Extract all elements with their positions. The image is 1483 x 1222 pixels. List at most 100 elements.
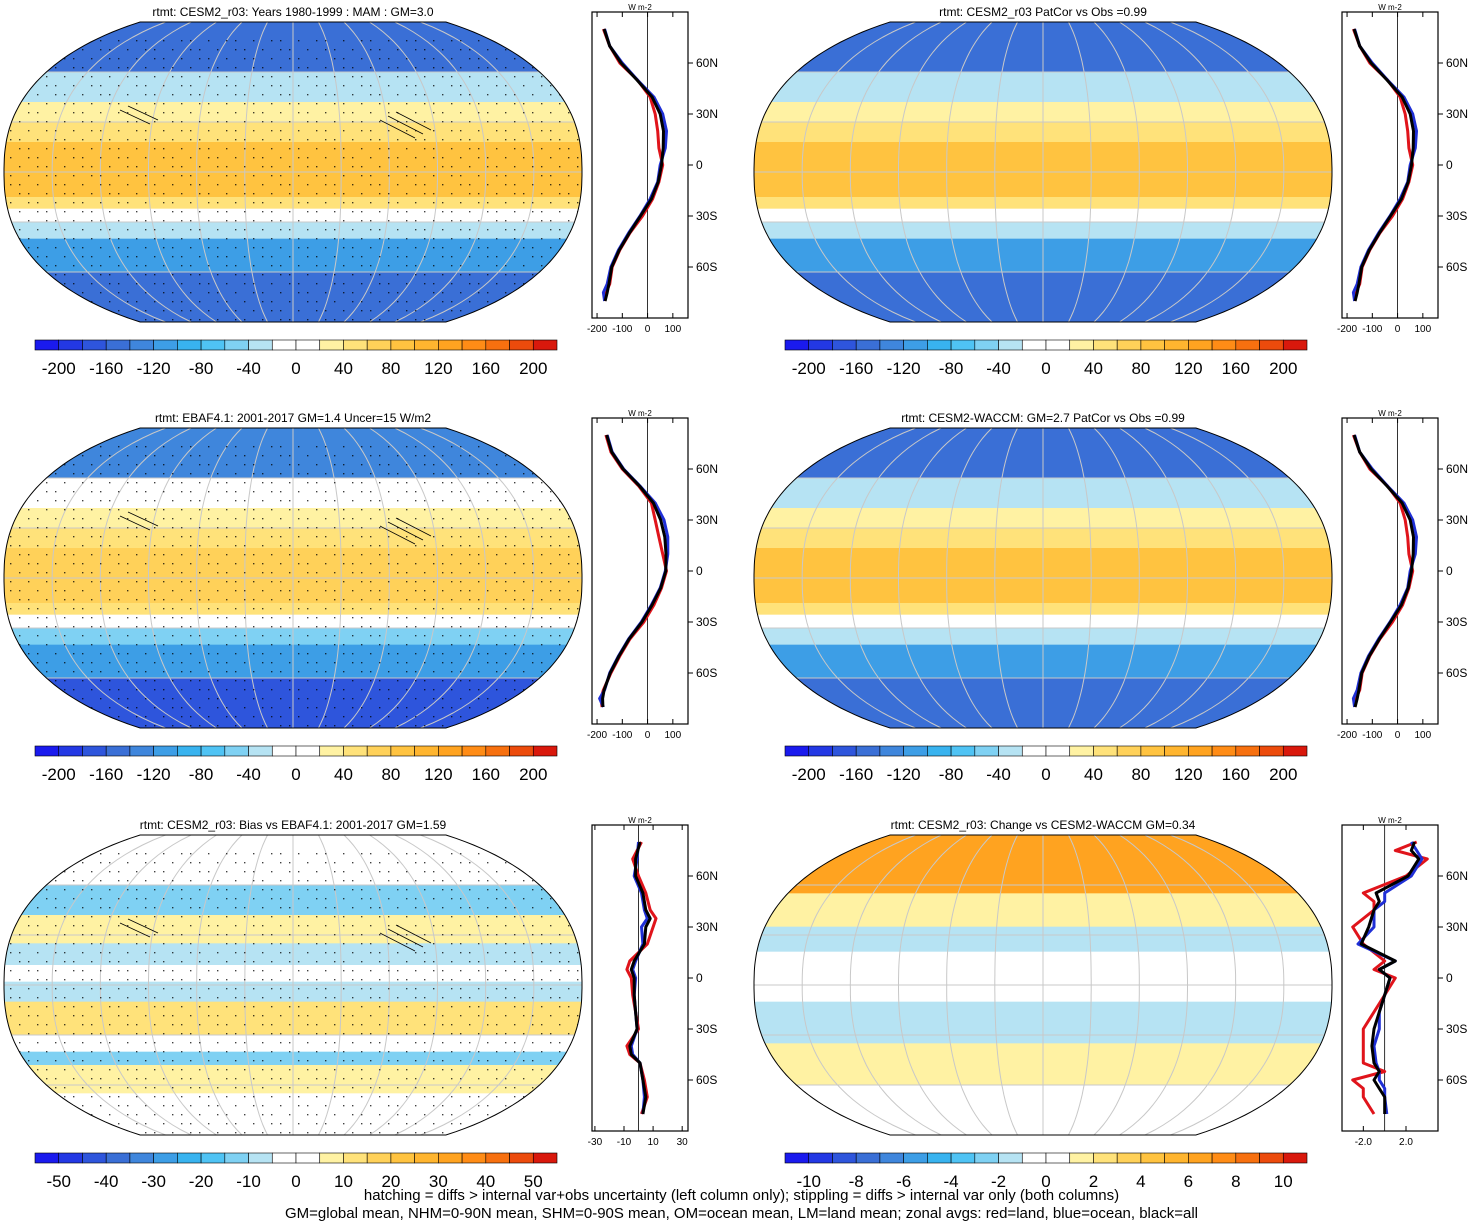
profile-ytick-label: 30N	[1446, 920, 1468, 934]
field-band	[4, 1065, 582, 1094]
field-band	[4, 548, 582, 604]
longitude-line	[196, 835, 243, 1135]
field-band	[754, 508, 1332, 529]
colorbar-swatch	[855, 339, 881, 351]
profile-ytick-label: 30N	[696, 920, 718, 934]
longitude-line	[420, 835, 535, 1135]
colorbar-tick-label: -40	[986, 765, 1011, 784]
longitude-line	[196, 428, 243, 728]
colorbar-swatch	[58, 745, 83, 757]
colorbar-swatch	[414, 1152, 439, 1164]
field-band	[754, 1043, 1332, 1086]
field-band	[754, 951, 1332, 978]
colorbar-swatch	[1140, 339, 1165, 351]
colorbar-tick-label: 120	[1174, 765, 1202, 784]
colorbar-swatch	[1259, 339, 1284, 351]
colorbar-swatch	[784, 1152, 810, 1164]
panel-2: rtmt: CESM2_r03 PatCor vs Obs =0.99-200-…	[753, 3, 1468, 378]
colorbar-swatch	[390, 745, 415, 757]
colorbar-tick-label: 40	[334, 359, 353, 378]
colorbar-tick-label: 120	[1174, 359, 1202, 378]
longitude-line	[318, 428, 342, 728]
profile-ytick-label: 30N	[1446, 107, 1468, 121]
panel-6: rtmt: CESM2_r03: Change vs CESM2-WACCM G…	[753, 816, 1468, 1191]
profile-line-ocean	[1351, 28, 1418, 302]
colorbar-swatch	[1021, 1152, 1047, 1164]
colorbar: -200 -160 -120 -80 -40 0 40 80 120 160 200	[784, 745, 1308, 784]
field-band	[754, 478, 1332, 509]
longitude-line	[369, 428, 438, 728]
colorbar-tick-label: -10	[796, 1172, 821, 1191]
colorbar-swatch	[950, 1152, 976, 1164]
hatching	[119, 918, 432, 952]
colorbar-swatch	[1093, 339, 1118, 351]
map-outline	[753, 21, 1333, 323]
panel-5: rtmt: CESM2_r03: Bias vs EBAF4.1: 2001-2…	[3, 816, 718, 1191]
colorbar-tick-label: 80	[381, 359, 400, 378]
profile-ytick-label: 60N	[1446, 869, 1468, 883]
colorbar-swatch	[974, 1152, 999, 1164]
longitude-line	[420, 22, 535, 322]
map-outline	[753, 834, 1333, 1136]
profile-xtick-label: -200	[1337, 730, 1357, 741]
colorbar-swatch	[414, 745, 439, 757]
colorbar-swatch	[998, 1152, 1023, 1164]
field-band	[4, 22, 582, 73]
profile-xtick-label: -200	[587, 730, 607, 741]
profile-ytick-label: 0	[696, 564, 703, 578]
colorbar-swatch	[248, 745, 273, 757]
longitude-line	[946, 22, 993, 322]
zonal-profile: W m-2 60N 30N 0 30S 60S -200 -100 0 100	[1337, 3, 1468, 335]
colorbar-swatch	[105, 339, 131, 351]
colorbar-swatch	[390, 1152, 415, 1164]
longitude-line	[148, 428, 217, 728]
profile-xtick-label: 0	[1395, 730, 1401, 741]
footnote-hatching: hatching = diffs > internal var+obs unce…	[363, 1187, 1120, 1204]
colorbar-swatch	[414, 339, 439, 351]
colorbar-swatch	[248, 1152, 273, 1164]
profile-frame	[1341, 11, 1439, 319]
profile-ytick-label: 0	[1446, 564, 1453, 578]
longitude-line	[51, 428, 166, 728]
colorbar-swatch	[34, 745, 60, 757]
longitude-line	[196, 22, 243, 322]
colorbar-tick-label: 160	[472, 359, 500, 378]
profile-line-all	[601, 434, 668, 708]
colorbar-tick-label: 120	[424, 765, 452, 784]
colorbar-tick-label: 120	[424, 359, 452, 378]
colorbar-swatch	[438, 745, 463, 757]
colorbar-tick-label: -6	[896, 1172, 911, 1191]
colorbar-swatch	[1164, 339, 1189, 351]
colorbar-swatch	[1116, 339, 1142, 351]
profile-xtick-label: 100	[1414, 730, 1431, 741]
colorbar-swatch	[295, 745, 321, 757]
colorbar-swatch	[1282, 339, 1308, 351]
colorbar-swatch	[295, 339, 321, 351]
colorbar-tick-label: -120	[137, 765, 171, 784]
colorbar-swatch	[1188, 339, 1213, 351]
colorbar-swatch	[532, 339, 558, 351]
colorbar-swatch	[82, 339, 107, 351]
colorbar-swatch	[1164, 745, 1189, 757]
field-band	[754, 1001, 1332, 1044]
colorbar-swatch	[153, 745, 178, 757]
colorbar-tick-label: -10	[236, 1172, 261, 1191]
longitude-line	[946, 835, 993, 1135]
longitude-line	[1093, 835, 1140, 1135]
field-band	[4, 628, 582, 646]
footnote-means: GM=global mean, NHM=0-90N mean, SHM=0-90…	[284, 1205, 1198, 1222]
profile-line-land	[1351, 434, 1415, 708]
longitude-line	[394, 835, 487, 1135]
colorbar-swatch	[319, 339, 344, 351]
field-band	[4, 508, 582, 529]
colorbar-swatch	[1069, 339, 1094, 351]
colorbar-swatch	[177, 745, 202, 757]
map-outline	[3, 834, 583, 1136]
field-band	[754, 644, 1332, 679]
field-band	[4, 943, 582, 966]
longitude-line	[51, 835, 166, 1135]
longitude-line	[394, 22, 487, 322]
field-band	[4, 1093, 582, 1135]
colorbar-tick-label: -120	[887, 359, 921, 378]
colorbar-tick-label: 0	[1041, 359, 1050, 378]
